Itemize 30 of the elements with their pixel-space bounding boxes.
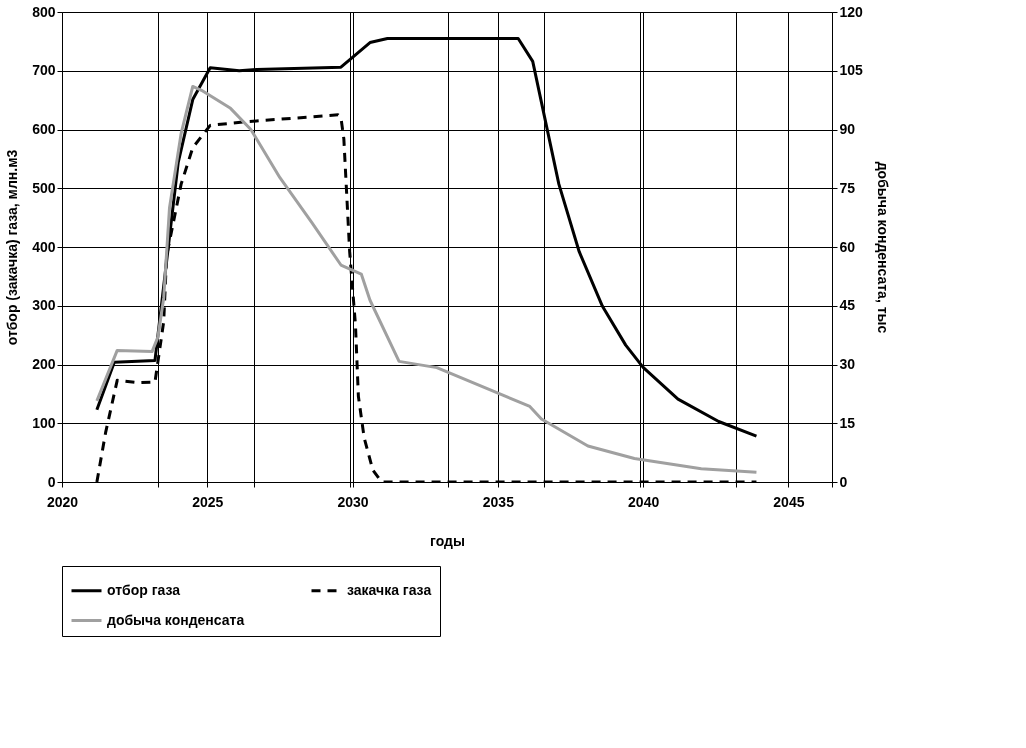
y2-tick-label: 90 bbox=[839, 121, 856, 137]
y2-axis-title: добыча конденсата, тыс bbox=[874, 161, 891, 334]
y-tick-label: 100 bbox=[32, 414, 56, 431]
y2-tick-label: 30 bbox=[839, 356, 856, 372]
x-tick-label: 2035 bbox=[482, 493, 515, 510]
x-tick-label: 2030 bbox=[337, 493, 369, 510]
y2-tick-label: 75 bbox=[839, 179, 856, 196]
y2-tick-label: 120 bbox=[839, 3, 864, 20]
y-tick-label: 800 bbox=[32, 3, 56, 20]
y-tick-label: 300 bbox=[32, 297, 56, 314]
y2-tick-label: 15 bbox=[839, 414, 856, 431]
y-axis-title: отбор (закачка) газа, млн.м3 bbox=[4, 149, 21, 346]
x-tick-label: 2045 bbox=[773, 493, 805, 510]
y2-tick-label: 45 bbox=[839, 297, 856, 314]
y2-tick-label: 105 bbox=[839, 62, 864, 79]
x-tick-label: 2040 bbox=[628, 493, 660, 510]
legend-label: закачка газа bbox=[347, 581, 432, 598]
y-tick-label: 600 bbox=[32, 121, 56, 137]
y-tick-label: 700 bbox=[32, 62, 56, 79]
y-tick-label: 500 bbox=[32, 179, 56, 196]
legend-label: добыча конденсата bbox=[107, 611, 245, 628]
y2-tick-label: 60 bbox=[839, 238, 856, 255]
legend-label: отбор газа bbox=[107, 581, 181, 598]
x-tick-label: 2020 bbox=[46, 493, 79, 510]
x-axis-title: годы bbox=[430, 532, 465, 549]
y2-tick-label: 0 bbox=[839, 473, 848, 490]
y-tick-label: 200 bbox=[32, 356, 56, 372]
y-tick-label: 0 bbox=[47, 473, 56, 490]
y-tick-label: 400 bbox=[32, 238, 56, 255]
x-tick-label: 2025 bbox=[192, 493, 224, 510]
